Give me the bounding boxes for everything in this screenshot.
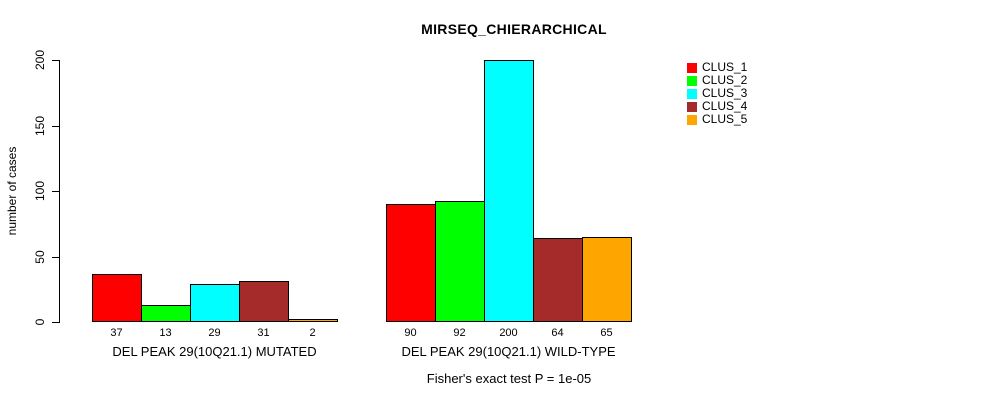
y-tick-label: 150 bbox=[33, 115, 47, 137]
legend-swatch-icon bbox=[687, 114, 697, 125]
bar-value-label: 92 bbox=[453, 327, 466, 339]
y-tick-mark bbox=[52, 126, 59, 127]
bar-clus_2 bbox=[141, 304, 191, 322]
bar-clus_5 bbox=[288, 319, 338, 322]
bar-clus_2 bbox=[435, 201, 485, 322]
y-tick-mark bbox=[52, 60, 59, 61]
y-axis-label: number of cases bbox=[5, 146, 19, 236]
bar-value-label: 29 bbox=[208, 327, 221, 339]
legend-item-clus_4: CLUS_4 bbox=[687, 100, 747, 113]
group-label: DEL PEAK 29(10Q21.1) MUTATED bbox=[112, 344, 317, 359]
bar-value-label: 37 bbox=[110, 327, 123, 339]
chart-title: MIRSEQ_CHIERARCHICAL bbox=[421, 21, 607, 37]
legend-label: CLUS_2 bbox=[702, 73, 748, 87]
legend-swatch-icon bbox=[687, 88, 697, 99]
bar-clus_5 bbox=[582, 236, 632, 322]
legend-item-clus_1: CLUS_1 bbox=[687, 61, 747, 74]
bar-clus_4 bbox=[239, 281, 289, 322]
bar-clus_4 bbox=[533, 238, 583, 322]
y-tick-label: 50 bbox=[33, 250, 47, 264]
bar-clus_1 bbox=[92, 273, 142, 322]
bar-value-label: 90 bbox=[404, 327, 417, 339]
y-tick-label: 200 bbox=[33, 49, 47, 71]
legend-label: CLUS_5 bbox=[702, 112, 748, 126]
bar-value-label: 2 bbox=[309, 327, 316, 339]
legend-label: CLUS_1 bbox=[702, 60, 748, 74]
bar-value-label: 65 bbox=[600, 327, 613, 339]
legend-swatch-icon bbox=[687, 62, 697, 73]
y-tick-label: 0 bbox=[33, 318, 47, 326]
y-tick-mark bbox=[52, 191, 59, 192]
legend-label: CLUS_3 bbox=[702, 86, 748, 100]
legend-item-clus_5: CLUS_5 bbox=[687, 113, 747, 126]
legend-item-clus_2: CLUS_2 bbox=[687, 74, 747, 87]
group-label: DEL PEAK 29(10Q21.1) WILD-TYPE bbox=[401, 344, 616, 359]
bar-clus_1 bbox=[386, 204, 436, 322]
bar-value-label: 13 bbox=[159, 327, 172, 339]
y-tick-label: 100 bbox=[33, 180, 47, 202]
legend-label: CLUS_4 bbox=[702, 99, 748, 113]
bar-clus_3 bbox=[190, 284, 240, 322]
legend: CLUS_1 CLUS_2 CLUS_3 CLUS_4 CLUS_5 bbox=[687, 61, 747, 126]
y-tick-mark bbox=[52, 257, 59, 258]
bar-value-label: 64 bbox=[551, 327, 564, 339]
legend-swatch-icon bbox=[687, 101, 697, 112]
y-tick-mark bbox=[52, 322, 59, 323]
bar-value-label: 31 bbox=[257, 327, 270, 339]
bar-clus_3 bbox=[484, 60, 534, 322]
legend-item-clus_3: CLUS_3 bbox=[687, 87, 747, 100]
y-axis-line bbox=[59, 60, 60, 323]
bar-value-label: 200 bbox=[499, 327, 518, 339]
fisher-test-footnote: Fisher's exact test P = 1e-05 bbox=[426, 371, 592, 386]
legend-swatch-icon bbox=[687, 75, 697, 86]
